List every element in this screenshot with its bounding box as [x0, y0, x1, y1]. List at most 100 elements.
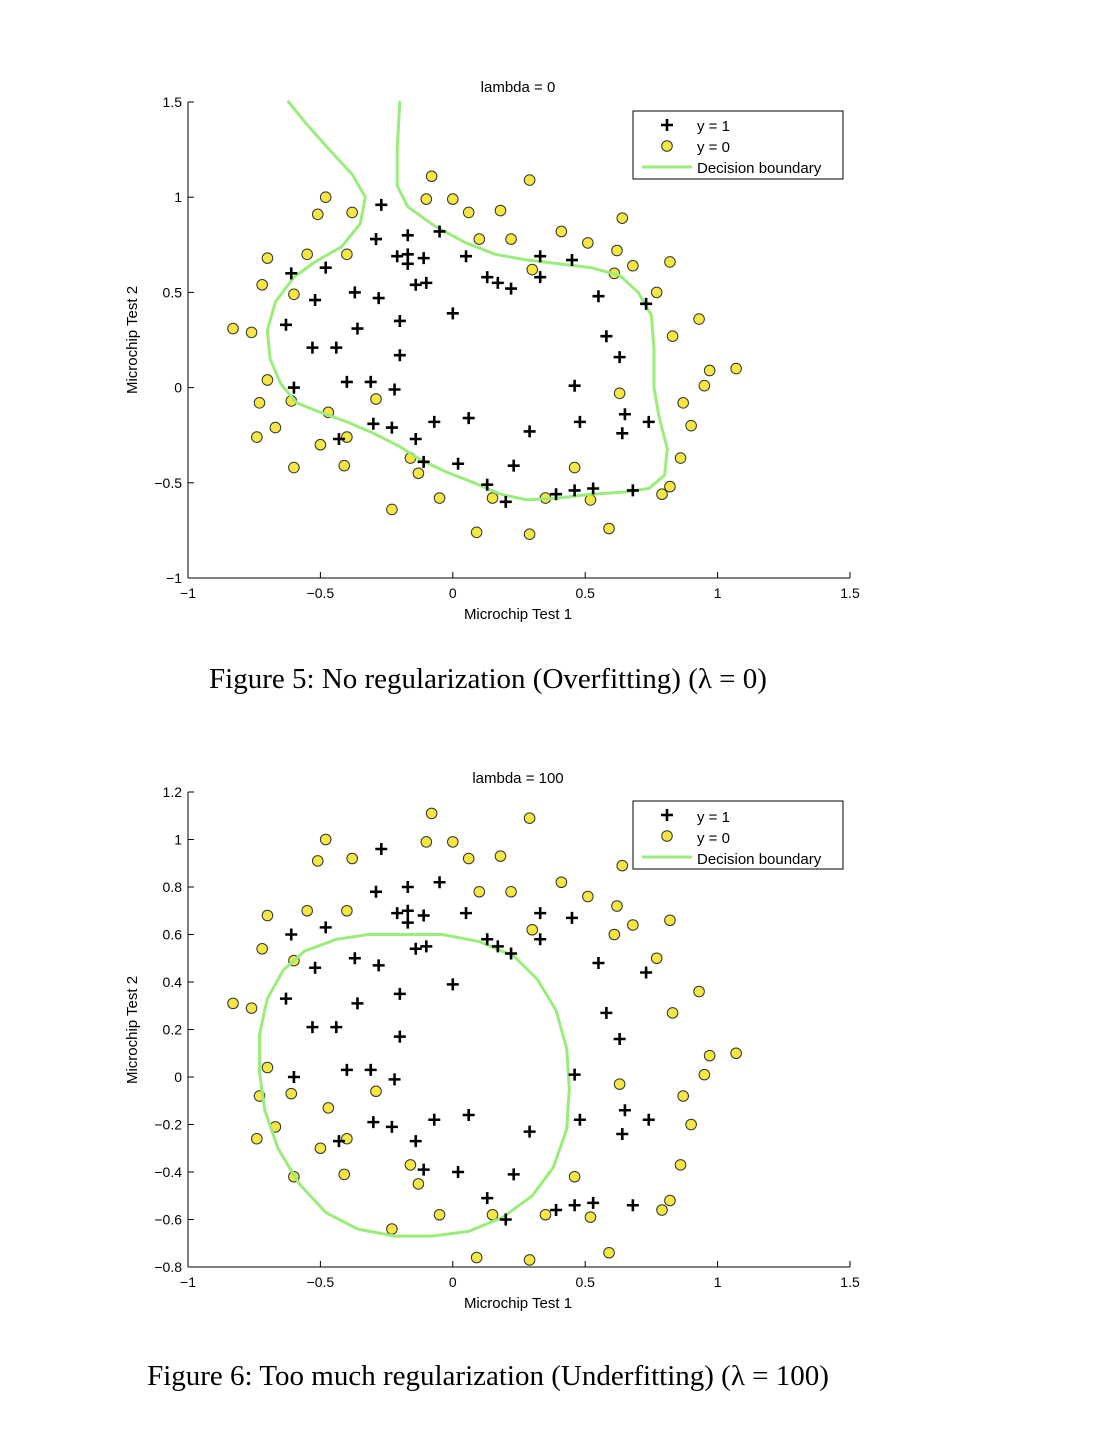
data-point-y0	[494, 204, 507, 217]
x-tick-label: 0.5	[575, 1274, 595, 1290]
data-point-y1	[393, 314, 406, 327]
data-point-y1	[481, 933, 494, 946]
data-point-y0	[314, 438, 327, 451]
data-point-y1	[523, 425, 536, 438]
data-point-y0	[341, 1132, 353, 1145]
data-point-y1	[640, 966, 653, 979]
data-point-y0	[288, 461, 300, 474]
data-point-y0	[613, 387, 626, 400]
data-point-y0	[677, 1090, 689, 1102]
data-point-y0	[346, 206, 358, 219]
y-tick-label: 0.8	[163, 879, 183, 895]
data-point-y1	[534, 250, 547, 263]
data-point-y1	[309, 294, 322, 307]
y-tick-label: −0.5	[154, 475, 182, 491]
data-point-y0	[319, 833, 332, 846]
data-point-y0	[494, 850, 507, 862]
chart-lambda-100: lambda = 100 −1 −0.5 0 0.5 1 1.5−0.8−0.6−0.4−…	[124, 770, 860, 1392]
data-point-y1	[330, 341, 343, 354]
data-point-y1	[573, 1113, 586, 1126]
data-point-y0	[261, 909, 274, 922]
data-point-y0	[370, 1085, 382, 1098]
data-point-y1	[409, 942, 422, 955]
data-point-y0	[685, 419, 697, 432]
y-tick-label: −1	[166, 570, 182, 586]
data-point-y0	[608, 928, 621, 941]
data-point-y0	[261, 374, 274, 386]
data-point-y1	[433, 876, 446, 889]
data-point-y0	[523, 528, 536, 541]
chart-title: lambda = 0	[481, 79, 556, 96]
legend-circle-marker	[661, 140, 673, 152]
data-point-y1	[446, 978, 459, 991]
data-point-y0	[470, 526, 483, 539]
data-point-y0	[616, 212, 629, 224]
y-axis-label: Microchip Test 2	[124, 286, 141, 394]
data-point-y1	[568, 484, 581, 497]
data-point-y1	[523, 1125, 536, 1138]
data-point-y1	[385, 1120, 398, 1133]
data-point-y0	[346, 852, 358, 865]
data-point-y0	[288, 288, 300, 301]
data-point-y0	[568, 461, 581, 474]
data-point-y0	[269, 421, 282, 434]
data-point-y0	[285, 1087, 298, 1100]
data-point-y0	[341, 904, 353, 917]
data-point-y1	[285, 928, 298, 941]
data-point-y0	[470, 1251, 483, 1264]
legend: y = 1 y = 0 Decision boundary	[632, 110, 844, 180]
data-point-y1	[616, 1128, 629, 1140]
figure-caption: Figure 6: Too much regularization (Under…	[147, 1360, 829, 1392]
data-point-y1	[491, 276, 504, 289]
data-point-y0	[674, 452, 687, 464]
data-point-y1	[420, 940, 433, 953]
data-point-y0	[433, 1208, 446, 1221]
data-point-y1	[364, 375, 377, 388]
data-point-y1	[375, 843, 388, 855]
data-point-y0	[447, 836, 459, 848]
x-tick-label: 1.5	[840, 585, 860, 601]
data-point-y0	[447, 193, 459, 205]
data-point-y1	[452, 1166, 465, 1178]
data-point-y1	[626, 1199, 639, 1212]
data-point-y1	[287, 1071, 300, 1083]
data-point-y0	[664, 914, 676, 927]
data-point-y0	[674, 1159, 687, 1171]
data-point-y1	[534, 907, 547, 920]
plot-area: −1 −0.5 0 0.5 1 1.5 −0.8 −0.6 −0.4 −0.2 0 0.2 0.4 0.6…	[154, 784, 860, 1290]
figure-caption: Figure 5: No regularization (Overfitting…	[209, 663, 767, 695]
data-point-y1	[433, 225, 446, 238]
y-tick-label: 1.5	[163, 94, 183, 110]
decision-boundary-line	[258, 933, 571, 1238]
data-point-y1	[565, 254, 578, 267]
data-point-y1	[462, 1109, 475, 1121]
data-point-y0	[611, 244, 623, 257]
data-point-y1	[306, 1021, 319, 1034]
data-point-y1	[319, 921, 332, 934]
chart-lambda-0: lambda = 0 −1 −0.5 0 0.5 1 1.5−1−0.500.511.5 …	[124, 79, 860, 695]
y-tick-label: 1	[174, 189, 182, 205]
legend-circle-marker	[661, 830, 673, 842]
data-point-y0	[261, 252, 274, 264]
y-tick-label: 0	[174, 380, 182, 396]
data-point-y1	[401, 229, 414, 242]
decision-boundary-line	[265, 100, 669, 502]
data-point-y1	[351, 322, 364, 335]
data-point-y0	[227, 997, 239, 1010]
data-point-y0	[338, 1168, 351, 1181]
data-point-y0	[627, 919, 639, 931]
data-point-y0	[386, 1223, 398, 1235]
data-point-y0	[584, 1211, 597, 1223]
data-point-y1	[499, 1213, 512, 1226]
data-point-y1	[332, 1135, 345, 1148]
data-point-y0	[526, 923, 539, 936]
data-point-y0	[666, 330, 679, 342]
data-point-y0	[698, 1068, 711, 1081]
data-point-y1	[505, 947, 518, 960]
data-point-y0	[245, 326, 258, 339]
data-point-y0	[685, 1118, 697, 1131]
data-point-y1	[592, 290, 605, 303]
data-point-y1	[364, 1063, 377, 1076]
data-point-y0	[603, 1246, 615, 1259]
data-point-y0	[582, 237, 594, 249]
